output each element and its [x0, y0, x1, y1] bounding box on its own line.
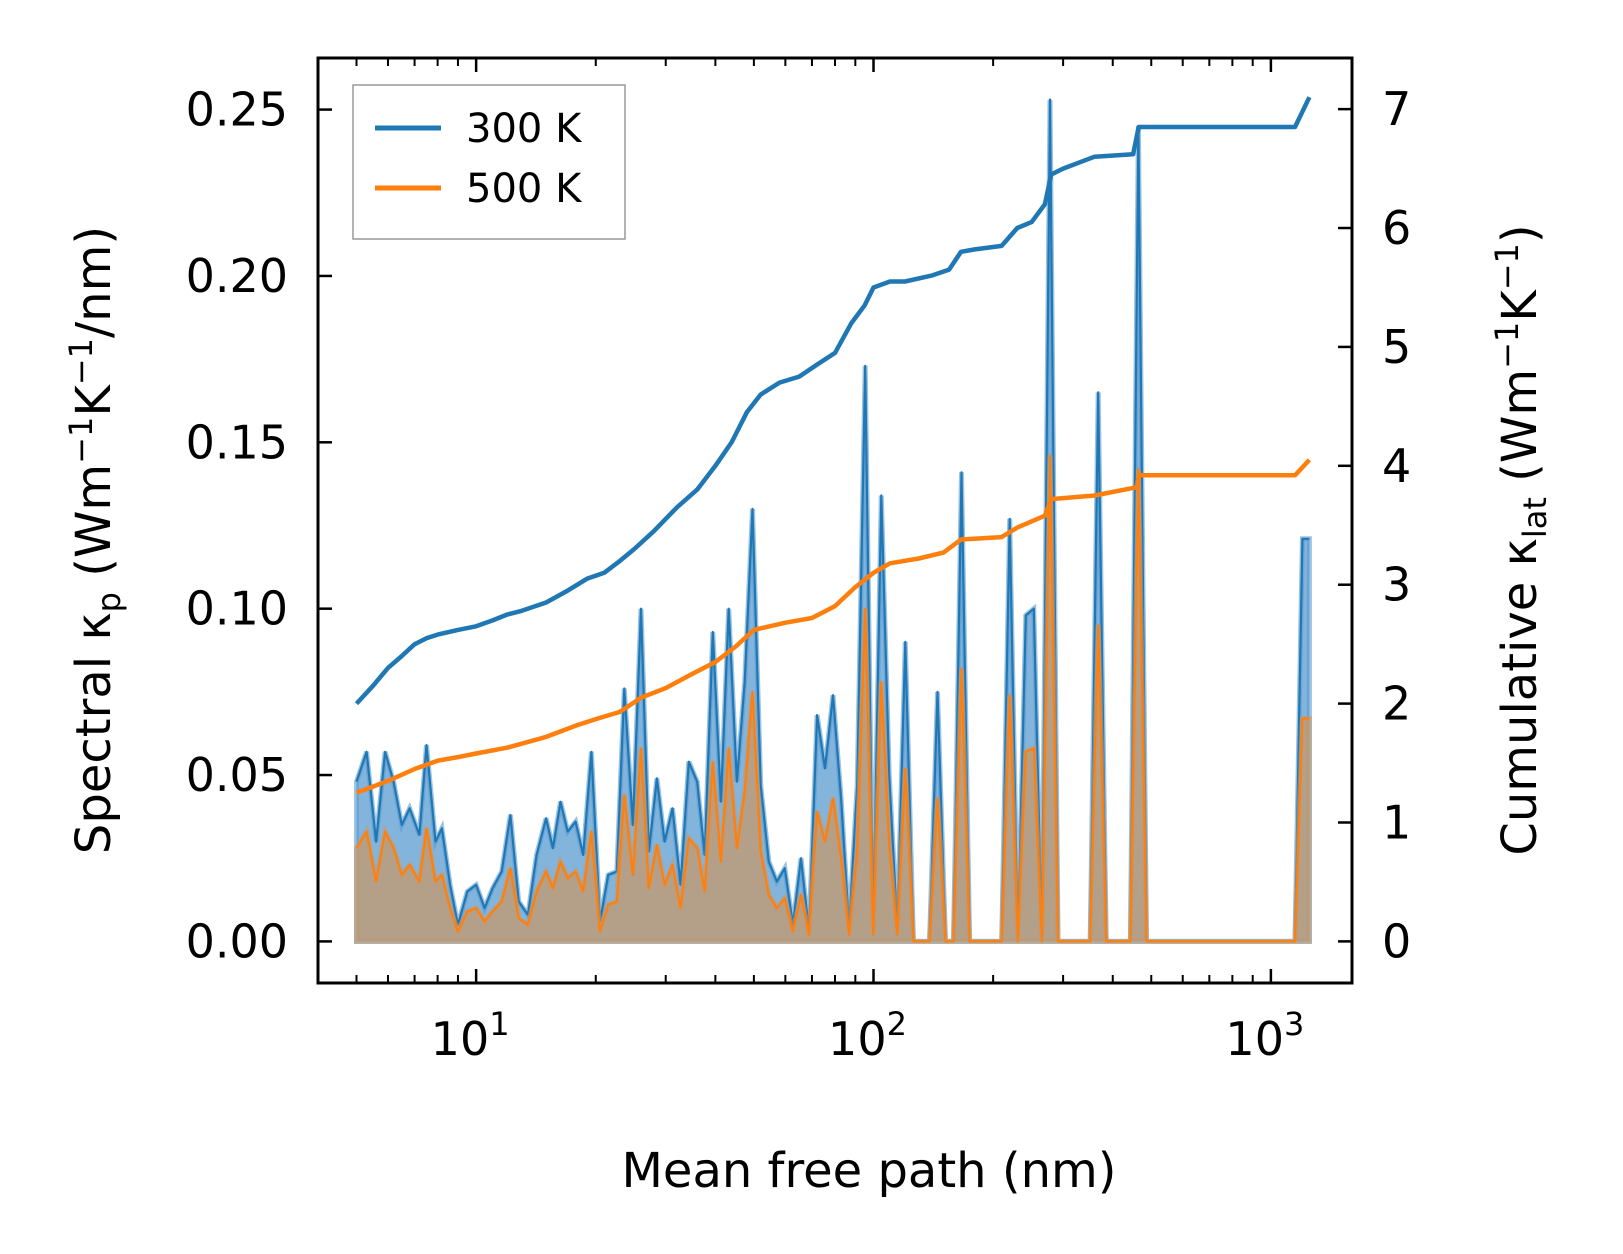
- y-right-label-unit-pre: (Wm: [1492, 369, 1548, 497]
- y-right-label-unit-post: ): [1492, 224, 1548, 243]
- legend-box: [352, 84, 626, 240]
- y-left-label-mid: K: [66, 384, 122, 417]
- y-left-tick-label: 0.05: [186, 748, 288, 802]
- y-right-label-sup1: −1: [1488, 322, 1526, 369]
- x-tick-label-base: 10: [828, 1012, 887, 1066]
- y-right-tick-label: 5: [1382, 320, 1411, 374]
- x-tick-label-base: 10: [1225, 1012, 1284, 1066]
- y-left-tick-label: 0.15: [186, 415, 288, 469]
- x-tick-label: 102: [828, 1005, 907, 1066]
- y-right-tick-label: 2: [1382, 677, 1411, 731]
- x-tick-label: 101: [431, 1005, 510, 1066]
- y-axis-right-label: Cumulative κlat (Wm−1K−1): [1488, 224, 1554, 855]
- y-left-label-unit-post: /nm): [66, 226, 122, 338]
- y-axis-left-label: Spectral κp (Wm−1K−1/nm): [62, 226, 128, 854]
- y-left-tick-label: 0.00: [186, 914, 288, 968]
- y-right-label-sub: lat: [1516, 497, 1554, 538]
- x-tick-label-exp: 2: [887, 1005, 907, 1043]
- y-left-label-unit-pre: (Wm: [66, 464, 122, 592]
- legend: 300 K 500 K: [352, 84, 626, 240]
- y-left-tick-label: 0.20: [186, 249, 288, 303]
- plot-layer: [354, 96, 1312, 944]
- legend-label-300k: 300 K: [466, 106, 583, 152]
- cumulative-line-500k: [355, 458, 1312, 795]
- y-right-tick-label: 3: [1382, 558, 1411, 612]
- y-right-tick-label: 6: [1382, 201, 1411, 255]
- y-right-label-mid: K: [1492, 289, 1548, 322]
- x-axis-label: Mean free path (nm): [622, 1143, 1117, 1199]
- cumulative-line-300k: [354, 96, 1312, 706]
- y-right-label-sup2: −1: [1488, 243, 1526, 290]
- y-right-tick-label: 4: [1382, 439, 1411, 493]
- y-left-tick-label: 0.10: [186, 582, 288, 636]
- spectral-line-500k: [355, 454, 1310, 943]
- legend-label-500k: 500 K: [466, 166, 583, 212]
- y-left-label-sup2: −1: [62, 338, 100, 385]
- y-left-label-sub: p: [90, 592, 128, 612]
- y-left-label-main: Spectral κ: [66, 612, 122, 854]
- plot-frame: [316, 56, 1354, 985]
- x-tick-label-base: 10: [431, 1012, 490, 1066]
- y-left-label-sup1: −1: [62, 417, 100, 464]
- y-right-tick-label: 0: [1382, 914, 1411, 968]
- x-tick-label: 103: [1225, 1005, 1304, 1066]
- y-right-tick-label: 7: [1382, 82, 1411, 136]
- y-left-tick-label: 0.25: [186, 83, 288, 137]
- y-right-label-main: Cumulative κ: [1492, 538, 1548, 856]
- x-tick-label-exp: 3: [1284, 1005, 1304, 1043]
- y-right-tick-label: 1: [1382, 795, 1411, 849]
- x-tick-label-exp: 1: [489, 1005, 509, 1043]
